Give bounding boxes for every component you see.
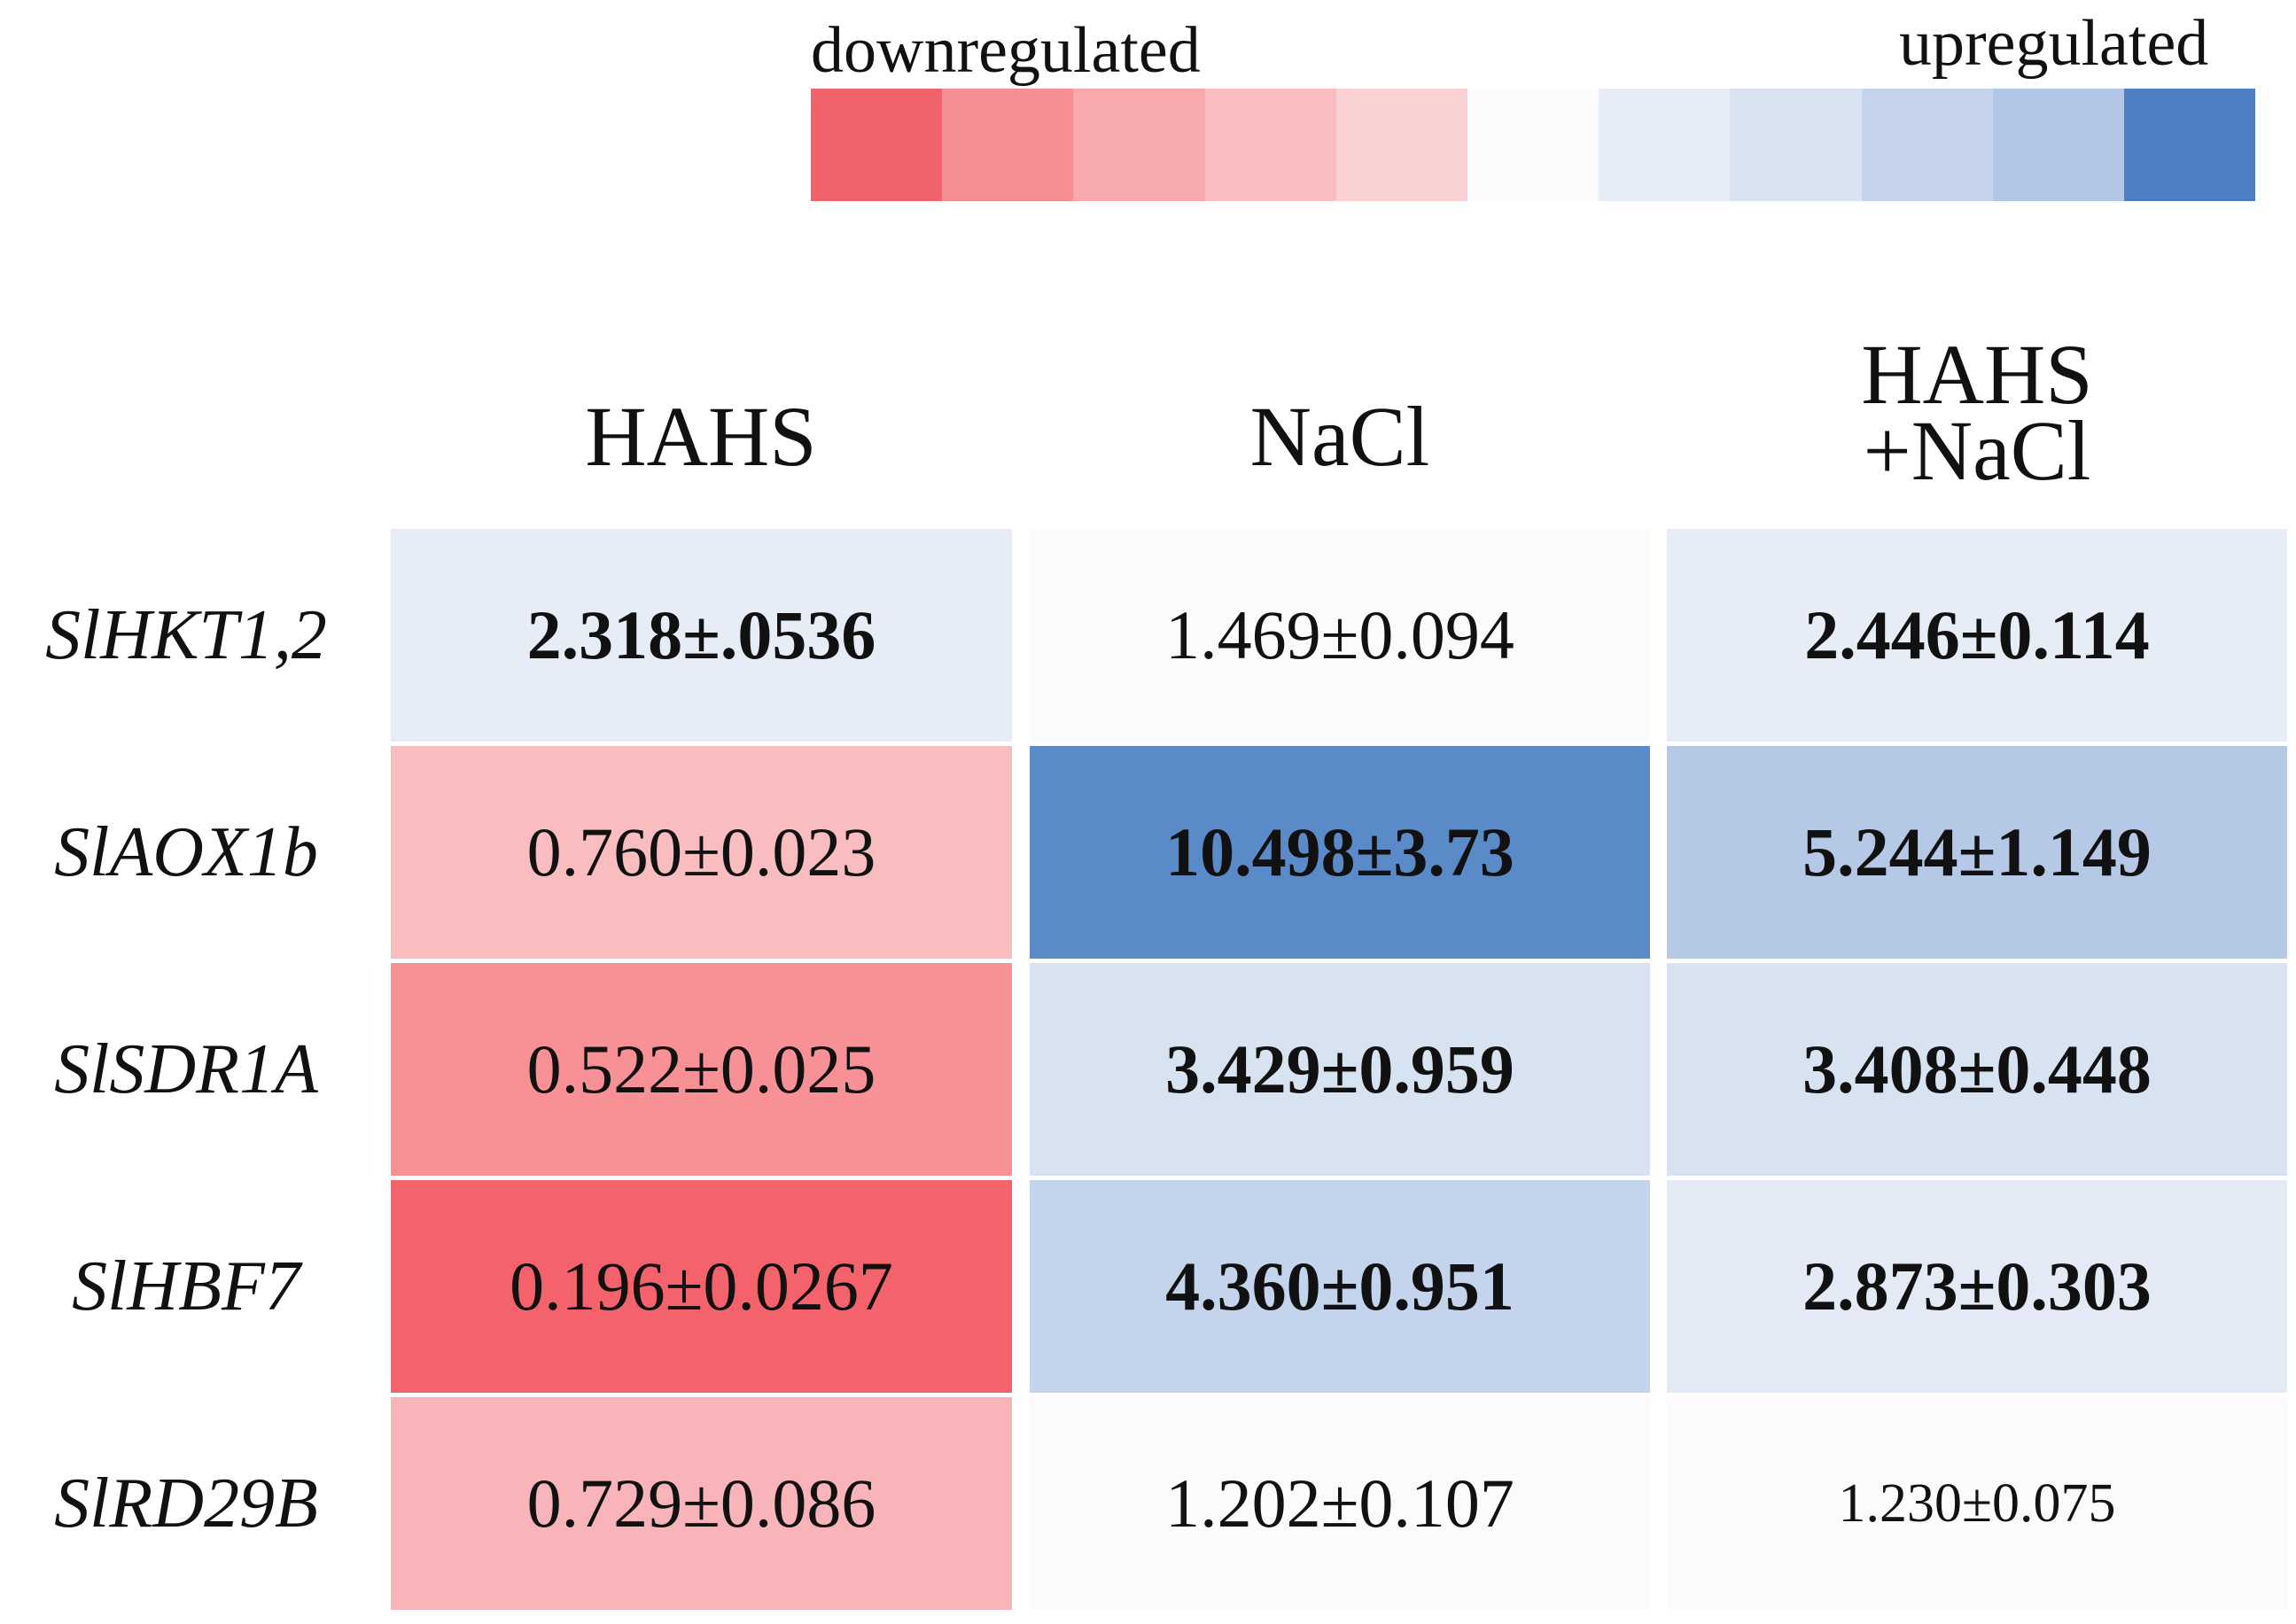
heatmap-cell: 5.244±1.149 <box>1667 746 2287 959</box>
heatmap-cell: 0.729±0.086 <box>391 1397 1012 1610</box>
legend-swatch <box>1204 89 1336 201</box>
column-header-hahs-nacl: HAHS +NaCl <box>1667 327 2287 499</box>
heatmap-cell: 2.446±0.114 <box>1667 529 2287 742</box>
heatmap-cell: 0.760±0.023 <box>391 746 1012 959</box>
legend-swatch <box>2123 89 2256 201</box>
legend-swatch <box>1599 89 1731 201</box>
gene-label: SlHBF7 <box>72 1247 300 1325</box>
gene-label: SlSDR1A <box>54 1030 318 1108</box>
heatmap-cell: 1.202±0.107 <box>1030 1397 1650 1610</box>
heatmap-cell: 10.498±3.73 <box>1030 746 1650 959</box>
heatmap-cell: 0.522±0.025 <box>391 963 1012 1176</box>
heatmap-row: SlSDR1A 0.522±0.025 3.429±0.959 3.408±0.448 <box>0 963 2296 1176</box>
heatmap-row: SlHBF7 0.196±0.0267 4.360±0.951 2.873±0.303 <box>0 1180 2296 1393</box>
heatmap-cell: 1.469±0.094 <box>1030 529 1650 742</box>
heatmap-cell: 1.230±0.075 <box>1667 1397 2287 1610</box>
legend-high-label: upregulated <box>1899 7 2209 80</box>
legend-swatch <box>1467 89 1599 201</box>
legend-swatch <box>1861 89 1993 201</box>
heatmap-cell: 0.196±0.0267 <box>391 1180 1012 1393</box>
legend-swatch <box>942 89 1074 201</box>
heatmap-row: SlRD29B 0.729±0.086 1.202±0.107 1.230±0.075 <box>0 1397 2296 1610</box>
column-header-hahs: HAHS <box>585 389 817 484</box>
column-header-line2: +NaCl <box>1863 403 2091 499</box>
heatmap-cell: 4.360±0.951 <box>1030 1180 1650 1393</box>
legend-swatch <box>1335 89 1467 201</box>
legend-low-label: downregulated <box>811 14 1201 87</box>
gene-label: SlHKT1,2 <box>45 595 327 674</box>
heatmap-cell: 3.408±0.448 <box>1667 963 2287 1176</box>
heatmap-cell: 2.318±.0536 <box>391 529 1012 742</box>
legend-swatch <box>1730 89 1862 201</box>
heatmap-cell: 2.873±0.303 <box>1667 1180 2287 1393</box>
gene-label: SlRD29B <box>54 1464 318 1542</box>
gene-label: SlAOX1b <box>54 812 318 891</box>
legend-color-scale <box>811 89 2256 201</box>
heatmap-row: SlAOX1b 0.760±0.023 10.498±3.73 5.244±1.149 <box>0 746 2296 959</box>
column-header-nacl: NaCl <box>1249 389 1430 484</box>
legend-swatch <box>1073 89 1205 201</box>
heatmap-cell: 3.429±0.959 <box>1030 963 1650 1176</box>
legend-swatch <box>811 89 943 201</box>
legend-swatch <box>1992 89 2124 201</box>
column-header-line1: HAHS <box>1861 327 2093 422</box>
heatmap-row: SlHKT1,2 2.318±.0536 1.469±0.094 2.446±0.11… <box>0 529 2296 742</box>
